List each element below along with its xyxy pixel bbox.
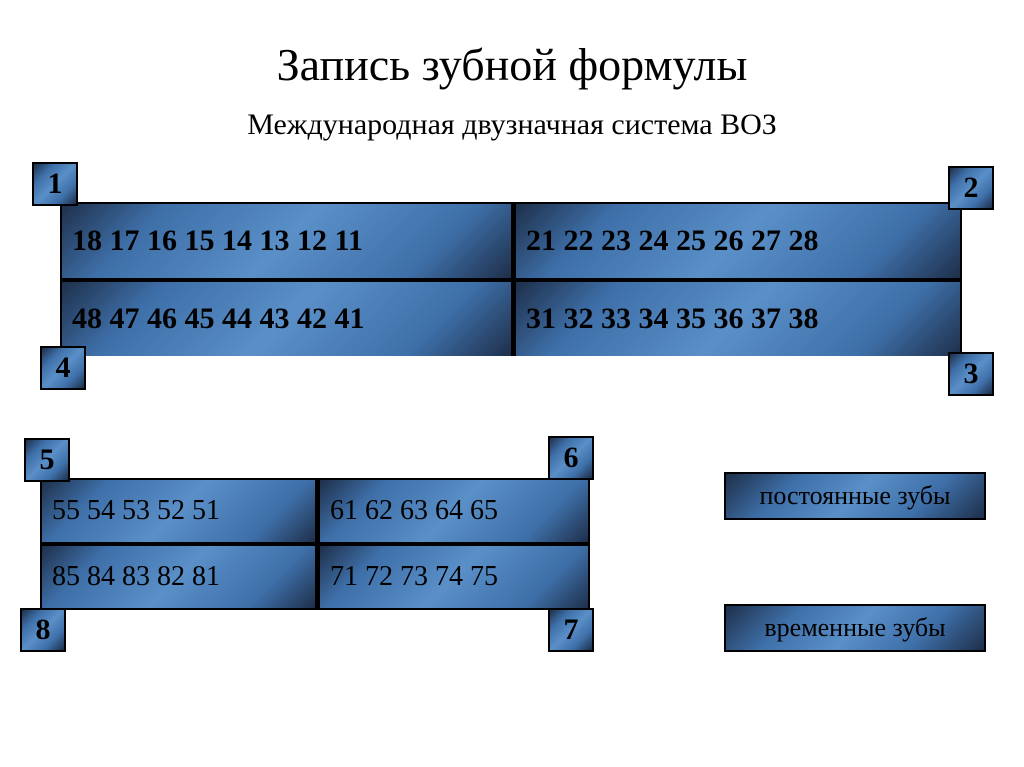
quadrant-6-cell: 61 62 63 64 65 <box>315 480 588 542</box>
quadrant-5-cell: 55 54 53 52 51 <box>42 480 315 542</box>
badge-quadrant-5: 5 <box>24 438 70 482</box>
deciduous-lower-row: 85 84 83 82 81 71 72 73 74 75 <box>42 542 588 608</box>
quadrant-4-cell: 48 47 46 45 44 43 42 41 <box>62 282 511 356</box>
badge-quadrant-2: 2 <box>948 166 994 210</box>
badge-quadrant-1: 1 <box>32 162 78 206</box>
quadrant-8-cell: 85 84 83 82 81 <box>42 546 315 608</box>
permanent-lower-row: 48 47 46 45 44 43 42 41 31 32 33 34 35 3… <box>62 278 960 356</box>
quadrant-3-cell: 31 32 33 34 35 36 37 38 <box>511 282 960 356</box>
slide: Запись зубной формулы Международная двуз… <box>0 0 1024 767</box>
deciduous-upper-row: 55 54 53 52 51 61 62 63 64 65 <box>42 480 588 542</box>
deciduous-teeth-chart: 55 54 53 52 51 61 62 63 64 65 85 84 83 8… <box>40 478 590 610</box>
badge-quadrant-8: 8 <box>20 608 66 652</box>
quadrant-7-cell: 71 72 73 74 75 <box>315 546 588 608</box>
badge-quadrant-7: 7 <box>548 608 594 652</box>
legend-deciduous: временные зубы <box>724 604 986 652</box>
legend-permanent: постоянные зубы <box>724 472 986 520</box>
badge-quadrant-4: 4 <box>40 346 86 390</box>
quadrant-1-cell: 18 17 16 15 14 13 12 11 <box>62 204 511 278</box>
quadrant-2-cell: 21 22 23 24 25 26 27 28 <box>511 204 960 278</box>
page-subtitle: Международная двузначная система ВОЗ <box>0 108 1024 142</box>
permanent-teeth-chart: 18 17 16 15 14 13 12 11 21 22 23 24 25 2… <box>60 202 962 354</box>
badge-quadrant-6: 6 <box>548 436 594 480</box>
badge-quadrant-3: 3 <box>948 352 994 396</box>
permanent-upper-row: 18 17 16 15 14 13 12 11 21 22 23 24 25 2… <box>62 204 960 278</box>
page-title: Запись зубной формулы <box>0 38 1024 91</box>
